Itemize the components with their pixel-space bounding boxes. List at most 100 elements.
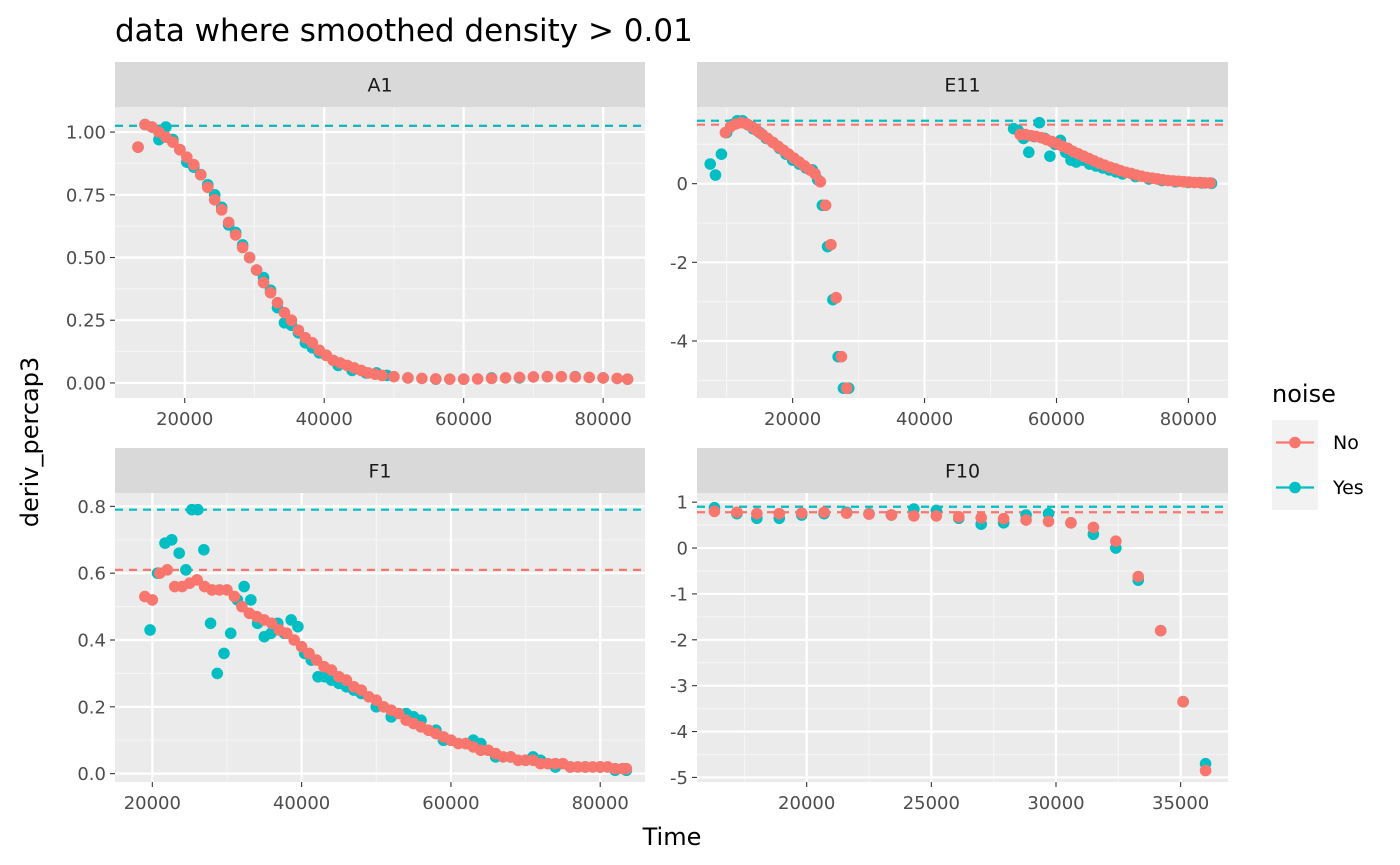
data-point (1042, 515, 1055, 528)
data-point (194, 168, 207, 181)
legend-label: No (1333, 432, 1359, 454)
data-point (751, 507, 763, 520)
y-tick-label: 0.25 (66, 311, 106, 332)
data-point (306, 337, 319, 349)
data-point (250, 264, 263, 276)
data-point (715, 148, 728, 160)
data-point (236, 600, 248, 613)
data-point (731, 506, 743, 519)
y-tick-label: -1 (670, 584, 688, 605)
panel-strip (115, 62, 645, 107)
y-tick-label: 0.2 (77, 697, 106, 718)
data-point (1087, 521, 1100, 534)
data-point (292, 620, 304, 633)
data-point (863, 508, 875, 520)
data-point (204, 617, 217, 630)
series-no (719, 116, 1216, 394)
data-point (201, 181, 214, 194)
data-point (840, 382, 853, 394)
data-point (597, 372, 609, 384)
data-point (1033, 116, 1046, 129)
data-point (457, 373, 470, 385)
data-point (192, 503, 204, 516)
data-point (1154, 624, 1167, 637)
data-point (208, 194, 221, 206)
panel-background (697, 493, 1228, 782)
data-point (325, 664, 338, 676)
data-point (840, 507, 853, 519)
data-point (1177, 695, 1189, 708)
data-point (708, 505, 721, 518)
data-point (499, 372, 512, 384)
x-tick-label: 30000 (1027, 793, 1084, 814)
data-point (388, 370, 400, 383)
panel-f10: F10 20000 25000 30000 35000 -5 -4 -3 -2 -1 0 1 (670, 448, 1228, 814)
y-tick-label: 1.00 (66, 123, 106, 144)
data-point (228, 590, 241, 603)
panel-strip (115, 448, 645, 493)
data-point (1020, 514, 1032, 526)
legend-item-yes: Yes (1272, 465, 1364, 510)
x-tick-label: 25000 (903, 793, 960, 814)
legend-key-point (1289, 436, 1301, 449)
data-point (429, 373, 442, 385)
data-point (795, 507, 808, 519)
data-point (513, 371, 526, 384)
data-point (370, 694, 383, 706)
y-tick-label: 0.8 (77, 497, 106, 518)
y-tick-label: 0 (677, 174, 688, 195)
panel-strip (697, 448, 1228, 493)
data-point (288, 634, 300, 646)
data-point (885, 509, 898, 521)
legend: noise No Yes (1272, 380, 1364, 510)
data-point (295, 640, 308, 653)
legend-item-no: No (1272, 420, 1359, 465)
data-point (1022, 146, 1035, 159)
panel-f1: F1 20000 40000 60000 80000 0.0 0.2 0.4 0.6 0.8 (77, 448, 645, 814)
x-tick-label: 80000 (1160, 409, 1217, 430)
data-point (416, 372, 428, 385)
data-point (830, 291, 842, 304)
data-point (952, 511, 965, 523)
data-point (620, 762, 633, 775)
data-point (825, 238, 837, 251)
data-point (930, 510, 943, 522)
x-tick-label: 20000 (778, 793, 835, 814)
data-point (144, 624, 156, 636)
legend-label: Yes (1332, 477, 1364, 499)
legend-title: noise (1272, 380, 1336, 408)
data-point (146, 594, 159, 606)
data-point (278, 306, 291, 319)
data-point (471, 373, 484, 385)
data-point (555, 370, 568, 383)
data-point (222, 216, 235, 229)
panel-strip (697, 62, 1228, 107)
data-point (541, 370, 554, 383)
series-no (139, 564, 633, 775)
x-tick-label: 40000 (296, 409, 353, 430)
data-point (819, 199, 832, 212)
data-point (392, 707, 405, 720)
data-point (257, 276, 270, 289)
data-point (198, 543, 210, 556)
data-point (527, 371, 540, 383)
panel-marks (115, 118, 645, 385)
y-tick-label: -4 (670, 722, 688, 743)
y-tick-label: -2 (670, 630, 688, 651)
data-point (814, 175, 827, 188)
panel-strip-label: A1 (367, 75, 392, 97)
panel-strip-label: F10 (945, 461, 980, 483)
series-no (708, 505, 1212, 777)
panel-background (115, 107, 645, 398)
x-tick-label: 20000 (764, 409, 821, 430)
y-axis-title: deriv_percap3 (16, 357, 44, 527)
series-no (132, 118, 634, 385)
y-tick-label: 0.75 (66, 185, 106, 206)
y-tick-label: 0.0 (77, 764, 106, 785)
x-tick-label: 40000 (273, 793, 330, 814)
data-point (224, 627, 237, 640)
data-point (264, 286, 277, 299)
x-tick-label: 80000 (575, 409, 632, 430)
